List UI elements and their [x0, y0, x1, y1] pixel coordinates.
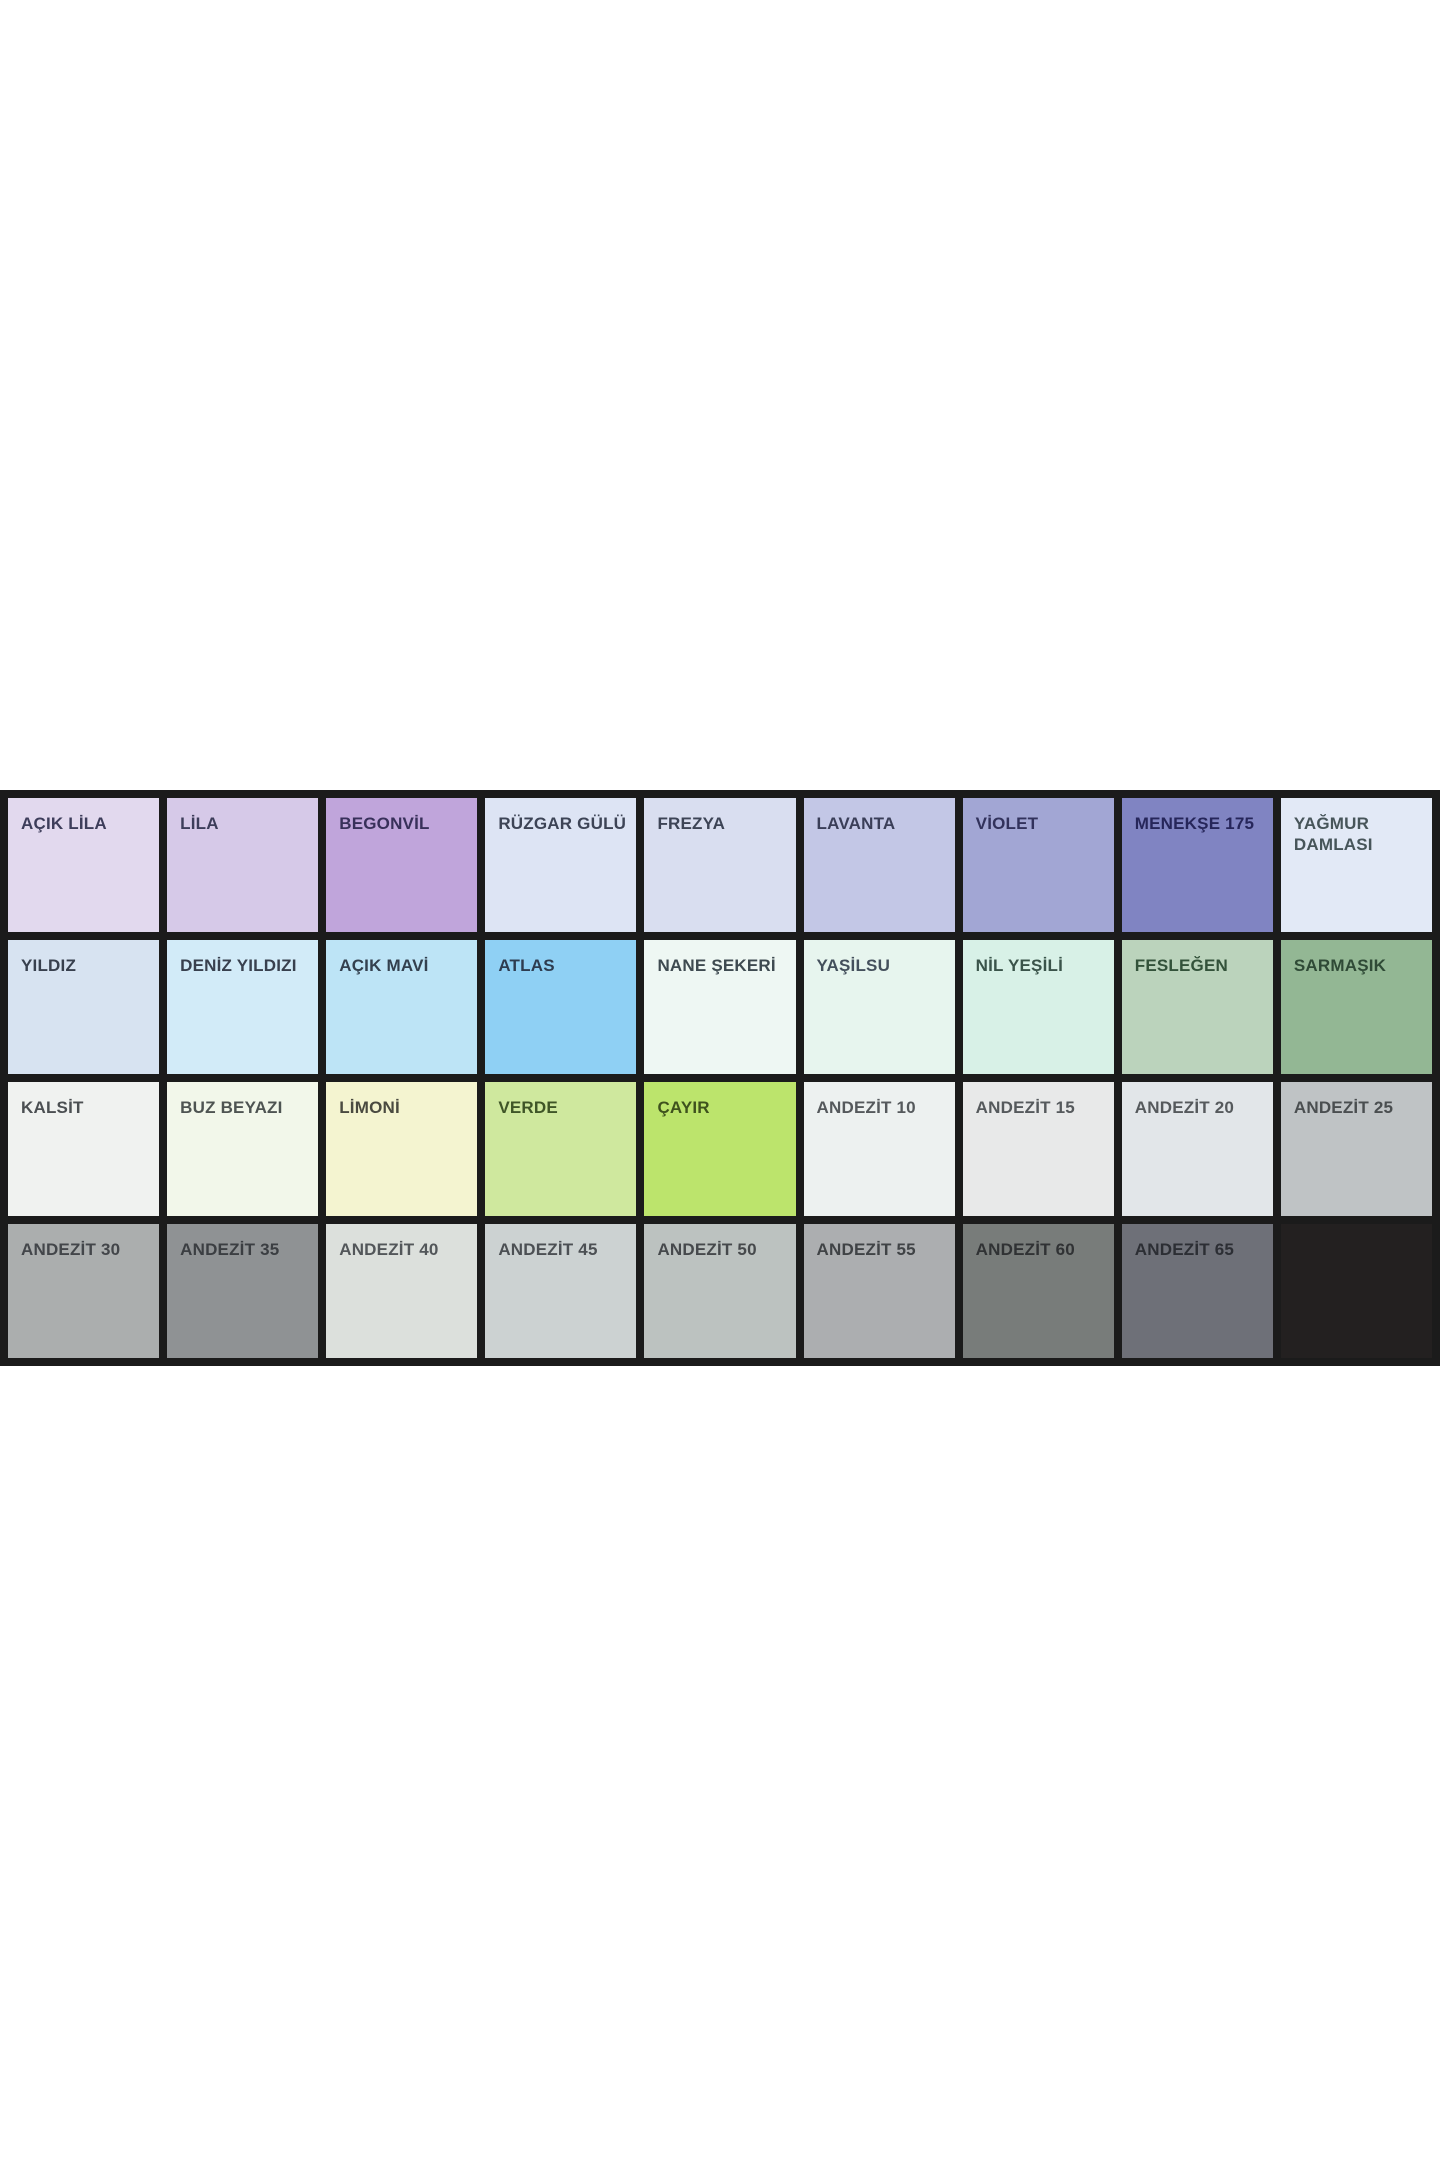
swatch-label: LİMONİ	[339, 1098, 400, 1117]
palette-grid: AÇIK LİLA LİLA BEGONVİL RÜZGAR GÜLÜ FREZYA LA…	[0, 790, 1440, 1366]
swatch-label: ANDEZİT 20	[1134, 1098, 1235, 1117]
swatch-yasi-lsu: YAŞİLSU	[803, 940, 955, 1074]
swatch-atlas: ATLAS	[485, 940, 637, 1074]
swatch-label: BUZ BEYAZI	[180, 1098, 283, 1117]
swatch-deni-z-yildizi: DENİZ YILDIZI	[167, 940, 319, 1074]
swatch-li-moni: LİMONİ	[326, 1082, 478, 1216]
swatch-label: YILDIZ	[21, 956, 77, 975]
swatch-li-la: LİLA	[167, 798, 319, 932]
swatch-row4-col9	[1280, 1224, 1432, 1358]
swatch-label: FESLEĞEN	[1134, 956, 1228, 975]
swatch-label: ANDEZİT 15	[975, 1098, 1075, 1117]
swatch-label: RÜZGAR GÜLÜ	[498, 814, 627, 833]
swatch-kalsi-t: KALSİT	[8, 1082, 160, 1216]
swatch-ruzgar-gulu: RÜZGAR GÜLÜ	[485, 798, 637, 932]
swatch-sarmasik: SARMAŞIK	[1280, 940, 1432, 1074]
swatch-andezi-t-65: ANDEZİT 65	[1121, 1224, 1273, 1358]
swatch-frezya: FREZYA	[644, 798, 796, 932]
swatch-vi-olet: VİOLET	[962, 798, 1114, 932]
swatch-andezi-t-25: ANDEZİT 25	[1280, 1082, 1432, 1216]
swatch-label: LİLA	[180, 814, 219, 833]
swatch-andezi-t-10: ANDEZİT 10	[803, 1082, 955, 1216]
swatch-begonvi-l: BEGONVİL	[326, 798, 478, 932]
swatch-label: ANDEZİT 30	[21, 1240, 121, 1259]
swatch-nane-sekeri: NANE ŞEKERİ	[644, 940, 796, 1074]
swatch-label: AÇIK MAVİ	[339, 956, 429, 975]
swatch-feslegen: FESLEĞEN	[1121, 940, 1273, 1074]
swatch-label: ÇAYIR	[657, 1098, 710, 1117]
swatch-label: ANDEZİT 45	[498, 1240, 598, 1259]
swatch-label: ANDEZİT 25	[1293, 1098, 1394, 1117]
swatch-label: NİL YEŞİLİ	[975, 956, 1063, 975]
swatch-label: BEGONVİL	[339, 814, 430, 833]
swatch-andezi-t-15: ANDEZİT 15	[962, 1082, 1114, 1216]
swatch-acik-mavi: AÇIK MAVİ	[326, 940, 478, 1074]
swatch-label: FREZYA	[657, 814, 726, 833]
swatch-label: ANDEZİT 50	[657, 1240, 757, 1259]
swatch-label: AÇIK LİLA	[21, 814, 107, 833]
swatch-andezi-t-20: ANDEZİT 20	[1121, 1082, 1273, 1216]
swatch-label: YAŞİLSU	[816, 956, 891, 975]
swatch-andezi-t-45: ANDEZİT 45	[485, 1224, 637, 1358]
swatch-andezi-t-35: ANDEZİT 35	[167, 1224, 319, 1358]
swatch-label: YAĞMUR DAMLASI	[1293, 814, 1373, 855]
swatch-andezi-t-50: ANDEZİT 50	[644, 1224, 796, 1358]
swatch-label: ANDEZİT 40	[339, 1240, 439, 1259]
swatch-label: VERDE	[498, 1098, 558, 1117]
swatch-andezi-t-30: ANDEZİT 30	[8, 1224, 160, 1358]
swatch-label: NANE ŞEKERİ	[657, 956, 776, 975]
swatch-acik-li-la: AÇIK LİLA	[8, 798, 160, 932]
swatch-label: VİOLET	[975, 814, 1039, 833]
swatch-ni-l-yesi-li: NİL YEŞİLİ	[962, 940, 1114, 1074]
swatch-buz-beyazi: BUZ BEYAZI	[167, 1082, 319, 1216]
swatch-label: SARMAŞIK	[1293, 956, 1387, 975]
swatch-label: ANDEZİT 35	[180, 1240, 280, 1259]
swatch-verde: VERDE	[485, 1082, 637, 1216]
swatch-label: LAVANTA	[816, 814, 896, 833]
swatch-yildiz: YILDIZ	[8, 940, 160, 1074]
swatch-andezi-t-40: ANDEZİT 40	[326, 1224, 478, 1358]
swatch-andezi-t-55: ANDEZİT 55	[803, 1224, 955, 1358]
swatch-label: MENEKŞE 175	[1134, 814, 1255, 833]
swatch-label: KALSİT	[21, 1098, 84, 1117]
swatch-yagmur-damlasi: YAĞMUR DAMLASI	[1280, 798, 1432, 932]
swatch-label: DENİZ YILDIZI	[180, 956, 297, 975]
swatch-label: ANDEZİT 65	[1134, 1240, 1235, 1259]
swatch-label: ATLAS	[498, 956, 555, 975]
swatch-menekse-175: MENEKŞE 175	[1121, 798, 1273, 932]
swatch-label: ANDEZİT 10	[816, 1098, 916, 1117]
swatch-label: ANDEZİT 60	[975, 1240, 1075, 1259]
swatch-label: ANDEZİT 55	[816, 1240, 916, 1259]
swatch-lavanta: LAVANTA	[803, 798, 955, 932]
swatch-cayir: ÇAYIR	[644, 1082, 796, 1216]
swatch-andezi-t-60: ANDEZİT 60	[962, 1224, 1114, 1358]
